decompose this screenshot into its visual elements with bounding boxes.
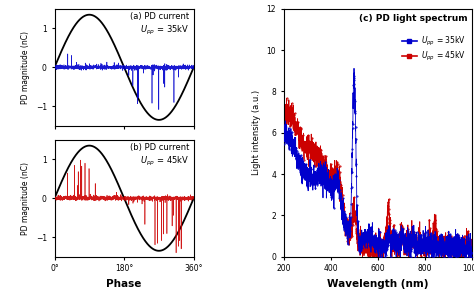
X-axis label: Wavelength (nm): Wavelength (nm) [327,279,428,289]
Y-axis label: PD magnitude (nC): PD magnitude (nC) [21,31,30,104]
Y-axis label: Light intensity (a.u.): Light intensity (a.u.) [252,90,261,175]
Text: (a) PD current
$U_{pp}$ = 35kV: (a) PD current $U_{pp}$ = 35kV [130,12,190,37]
Text: (c) PD light spectrum: (c) PD light spectrum [359,14,468,23]
X-axis label: Phase: Phase [107,279,142,289]
Text: (b) PD current
$U_{pp}$ = 45kV: (b) PD current $U_{pp}$ = 45kV [130,143,190,168]
Legend: $U_{pp}$ = 35kV, $U_{pp}$ = 45kV: $U_{pp}$ = 35kV, $U_{pp}$ = 45kV [402,35,466,63]
Y-axis label: PD magnitude (nC): PD magnitude (nC) [21,162,30,235]
